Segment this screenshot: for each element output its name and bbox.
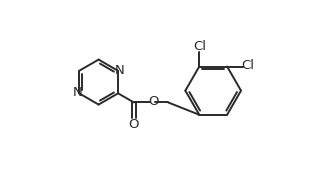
Text: O: O: [129, 118, 139, 131]
Text: O: O: [148, 95, 159, 108]
Text: N: N: [115, 64, 125, 77]
Text: Cl: Cl: [193, 40, 206, 53]
Text: Cl: Cl: [241, 59, 254, 72]
Text: N: N: [73, 86, 82, 99]
